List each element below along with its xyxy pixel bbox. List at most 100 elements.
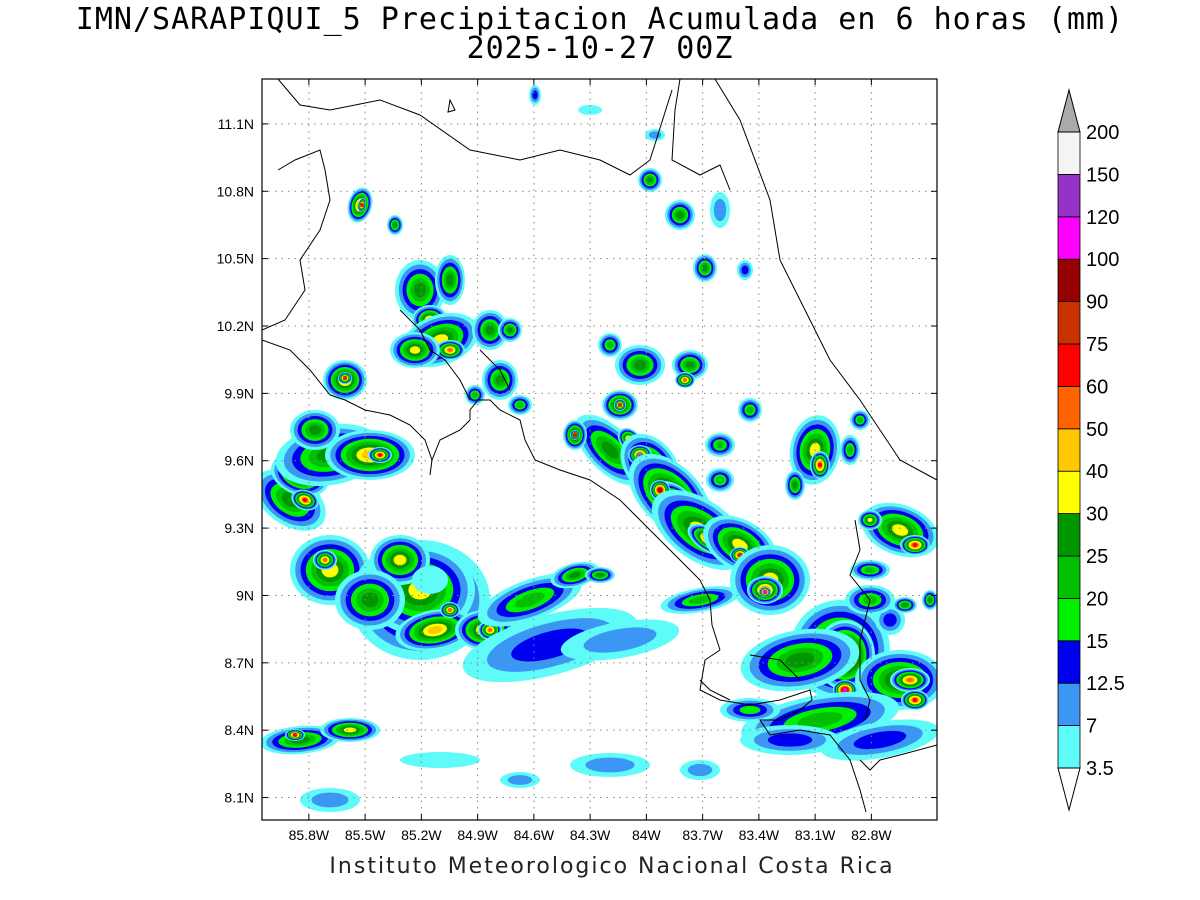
lon-tick-label: 84.9W (457, 827, 498, 843)
map-date: 2025-10-27 00Z (466, 31, 734, 66)
precip-contour (746, 406, 754, 414)
colorbar-over-triangle (1057, 88, 1081, 133)
colorbar-legend: 3.5 7 12.5 15 20 25 30 40 50 60 75 90 100 120 150 200 (1057, 88, 1125, 812)
precip-contour (853, 730, 907, 750)
precip-contour (311, 792, 349, 808)
precip-contour (713, 198, 727, 222)
precip-contour (685, 361, 695, 369)
precip-contour (393, 222, 397, 228)
lon-tick-label: 85.8W (289, 827, 330, 843)
colorbar-label: 15 (1086, 631, 1108, 653)
colorbar-label: 75 (1086, 334, 1108, 356)
precip-contour (412, 566, 448, 594)
precip-contour (308, 425, 322, 435)
colorbar-label: 60 (1086, 376, 1108, 398)
colorbar-swatch (1057, 725, 1081, 769)
precip-contour (532, 90, 538, 100)
precip-contour (763, 590, 767, 594)
precip-contour (378, 453, 382, 457)
lat-tick-label: 11.1N (218, 116, 254, 132)
coastline-path (859, 744, 937, 771)
precip-contour (495, 375, 505, 385)
precip-contour (448, 608, 452, 612)
coastline-path (671, 79, 731, 191)
coastline-path (699, 679, 731, 701)
colorbar-label: 90 (1086, 292, 1108, 314)
colorbar-label: 12.5 (1086, 673, 1125, 695)
colorbar-under-triangle (1057, 767, 1081, 812)
precip-contour (585, 757, 635, 773)
precip-contour (323, 558, 327, 562)
precip-contour (393, 554, 407, 566)
latitude-axis: 11.1N 10.8N 10.5N 10.2N 9.9N 9.6N 9.3N 9N 8.7N 8.… (217, 116, 937, 806)
colorbar-label: 25 (1086, 546, 1108, 568)
precip-contour (767, 733, 813, 747)
precip-contour (912, 543, 918, 547)
precip-contour (413, 282, 427, 298)
precip-contour (883, 613, 897, 627)
lat-tick-label: 9.9N (224, 385, 254, 401)
precip-contour (516, 402, 524, 408)
precip-contour (360, 203, 364, 207)
precip-contour (488, 628, 492, 632)
precip-contour (902, 603, 908, 607)
colorbar-label: 200 (1086, 122, 1119, 144)
colorbar-swatch (1057, 682, 1081, 727)
lat-tick-label: 9.3N (224, 520, 254, 536)
island-outline (447, 98, 456, 113)
precip-contour (601, 441, 619, 459)
precip-contour (409, 346, 421, 354)
precip-contour (361, 592, 379, 608)
colorbar-label: 20 (1086, 588, 1108, 610)
lon-tick-label: 83.1W (795, 827, 836, 843)
precip-contour (606, 341, 614, 349)
footer-credit: Instituto Meteorologico Nacional Costa R… (329, 854, 895, 879)
colorbar-label: 120 (1086, 207, 1119, 229)
precip-contour (658, 488, 662, 492)
precip-contour (583, 627, 657, 653)
colorbar-label: 50 (1086, 419, 1108, 441)
precip-contour (797, 711, 843, 729)
lon-tick-label: 83.4W (739, 827, 780, 843)
coastline-path (399, 309, 471, 401)
lat-tick-label: 8.1N (224, 790, 254, 806)
precip-contour (446, 273, 454, 287)
colorbar-swatch (1057, 385, 1081, 430)
precip-contour (818, 462, 822, 468)
lat-tick-label: 10.2N (217, 318, 254, 334)
coastline-path (849, 519, 871, 721)
precip-contour (596, 573, 604, 577)
coastline-borders (262, 79, 937, 813)
precip-contour (485, 325, 495, 335)
precip-contour (647, 177, 653, 183)
precip-contour (618, 403, 622, 407)
lat-tick-label: 10.5N (217, 251, 254, 267)
precip-contour (857, 417, 863, 423)
coastline-path (699, 649, 867, 813)
precip-contour (343, 376, 347, 380)
colorbar-swatch (1057, 470, 1081, 515)
coastline-path (479, 349, 511, 391)
longitude-axis: 85.8W 85.5W 85.2W 84.9W 84.6W 84.3W 84W 83.7W 83… (289, 79, 892, 843)
precip-contour (702, 264, 708, 272)
lon-tick-label: 84.6W (514, 827, 555, 843)
precip-contour (507, 775, 533, 785)
lat-tick-label: 8.4N (224, 722, 254, 738)
map-grid (262, 79, 937, 820)
colorbar-label: 3.5 (1086, 758, 1114, 780)
coastline-path (431, 419, 471, 461)
precip-contour (792, 481, 798, 489)
colorbar-swatch (1057, 598, 1081, 642)
colorbar-label: 40 (1086, 461, 1108, 483)
colorbar-label: 30 (1086, 504, 1108, 526)
colorbar-swatch (1057, 173, 1081, 218)
colorbar-swatch (1057, 131, 1081, 175)
coastline-path (262, 149, 331, 331)
precip-contour (912, 698, 918, 702)
coastline-path (262, 339, 433, 476)
lat-tick-label: 9.6N (224, 453, 254, 469)
lon-tick-label: 85.5W (345, 827, 386, 843)
precip-contour (785, 652, 815, 668)
precip-contour (687, 763, 713, 777)
